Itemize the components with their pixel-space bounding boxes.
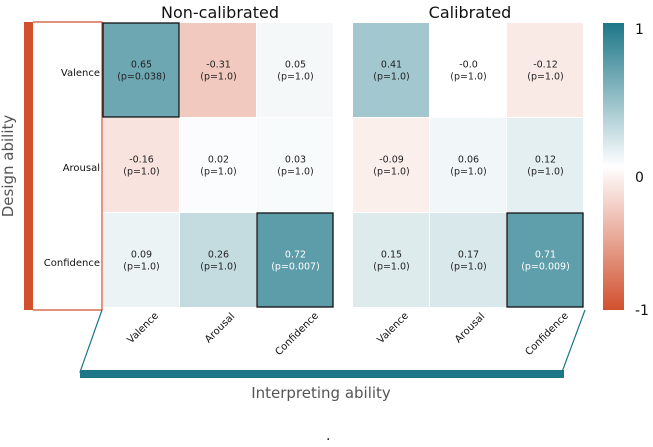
cell-p1-confidence-confidence-value: 0.72 xyxy=(285,250,306,261)
panel-title-calibrated: Calibrated xyxy=(429,3,512,22)
cell-p1-valence-confidence xyxy=(257,23,333,117)
cell-p1-valence-confidence-pvalue: (p=1.0) xyxy=(277,72,314,83)
cell-p1-confidence-confidence-pvalue: (p=0.007) xyxy=(271,262,320,273)
col-label-arousal-1: Arousal xyxy=(203,311,237,345)
cell-p2-confidence-confidence-pvalue: (p=0.009) xyxy=(521,262,570,273)
cell-p1-confidence-valence xyxy=(103,213,179,307)
cell-p2-arousal-confidence xyxy=(507,118,583,212)
cell-p2-arousal-arousal-pvalue: (p=1.0) xyxy=(450,167,487,178)
cell-p2-arousal-confidence-pvalue: (p=1.0) xyxy=(527,167,564,178)
cell-p2-arousal-valence-value: -0.09 xyxy=(379,155,404,166)
colorbar-tick-mid: 0 xyxy=(635,170,644,186)
col-label-arousal-2: Arousal xyxy=(453,311,487,345)
cell-p2-arousal-valence-pvalue: (p=1.0) xyxy=(373,167,410,178)
cell-p2-valence-arousal-pvalue: (p=1.0) xyxy=(450,72,487,83)
row-axis-title: Design ability xyxy=(0,115,17,218)
row-axis-bracket xyxy=(33,21,103,311)
cell-p1-arousal-valence-value: -0.16 xyxy=(129,155,154,166)
cell-p1-arousal-valence-pvalue: (p=1.0) xyxy=(123,167,160,178)
cell-p1-valence-confidence-value: 0.05 xyxy=(285,60,306,71)
cell-p2-valence-arousal-value: -0.0 xyxy=(459,60,478,71)
cell-p1-valence-valence-value: 0.65 xyxy=(131,60,152,71)
cell-p2-valence-valence-value: 0.41 xyxy=(381,60,402,71)
cell-p2-valence-valence xyxy=(353,23,429,117)
footer-mark: . xyxy=(326,428,330,444)
cell-p1-valence-valence-pvalue: (p=0.038) xyxy=(117,72,166,83)
cell-p2-valence-valence-pvalue: (p=1.0) xyxy=(373,72,410,83)
cell-p1-arousal-confidence-pvalue: (p=1.0) xyxy=(277,167,314,178)
cell-p2-confidence-confidence xyxy=(506,212,584,308)
colorbar-tick-top: 1 xyxy=(635,22,644,38)
cell-p2-valence-arousal xyxy=(430,23,506,117)
col-label-valence-2: Valence xyxy=(376,311,411,346)
cell-p1-arousal-valence xyxy=(103,118,179,212)
colorbar-tick-bottom: -1 xyxy=(635,303,649,319)
cell-p1-valence-arousal-value: -0.31 xyxy=(206,60,231,71)
cell-p1-confidence-arousal xyxy=(180,213,256,307)
cell-p2-arousal-arousal xyxy=(430,118,506,212)
cell-p1-confidence-valence-value: 0.09 xyxy=(131,250,152,261)
cell-p1-arousal-confidence xyxy=(257,118,333,212)
cell-p1-arousal-arousal-pvalue: (p=1.0) xyxy=(200,167,237,178)
heatmap-cells: 0.65(p=0.038)-0.31(p=1.0)0.05(p=1.0)-0.1… xyxy=(102,22,584,308)
cell-p2-valence-confidence xyxy=(507,23,583,117)
cell-p2-confidence-confidence-value: 0.71 xyxy=(535,250,556,261)
col-label-valence-1: Valence xyxy=(126,311,161,346)
col-axis-bar xyxy=(80,370,564,378)
cell-p2-confidence-valence xyxy=(353,213,429,307)
cell-p1-arousal-arousal xyxy=(180,118,256,212)
cell-p1-valence-arousal-pvalue: (p=1.0) xyxy=(200,72,237,83)
cell-p2-arousal-arousal-value: 0.06 xyxy=(458,155,479,166)
col-label-confidence-2: Confidence xyxy=(523,310,571,358)
col-label-confidence-1: Confidence xyxy=(273,310,321,358)
cell-p2-arousal-confidence-value: 0.12 xyxy=(535,155,556,166)
cell-p2-valence-confidence-pvalue: (p=1.0) xyxy=(527,72,564,83)
colorbar xyxy=(603,23,624,310)
row-label-valence: Valence xyxy=(61,68,100,79)
cell-p2-confidence-arousal-value: 0.17 xyxy=(458,250,479,261)
cell-p2-confidence-valence-pvalue: (p=1.0) xyxy=(373,262,410,273)
cell-p1-confidence-arousal-value: 0.26 xyxy=(208,250,229,261)
cell-p1-arousal-confidence-value: 0.03 xyxy=(285,155,306,166)
row-axis-bar xyxy=(24,22,33,310)
cell-p2-arousal-valence xyxy=(353,118,429,212)
cell-p1-arousal-arousal-value: 0.02 xyxy=(208,155,229,166)
cell-p1-valence-arousal xyxy=(180,23,256,117)
cell-p1-confidence-arousal-pvalue: (p=1.0) xyxy=(200,262,237,273)
cell-p1-valence-valence xyxy=(102,22,180,118)
cell-p2-confidence-valence-value: 0.15 xyxy=(381,250,402,261)
cell-p1-confidence-confidence xyxy=(256,212,334,308)
col-axis-title: Interpreting ability xyxy=(251,384,391,402)
panel-title-non-calibrated: Non-calibrated xyxy=(161,3,279,22)
cell-p2-confidence-arousal-pvalue: (p=1.0) xyxy=(450,262,487,273)
row-label-confidence: Confidence xyxy=(44,258,100,269)
row-label-arousal: Arousal xyxy=(63,163,100,174)
cell-p1-confidence-valence-pvalue: (p=1.0) xyxy=(123,262,160,273)
cell-p2-confidence-arousal xyxy=(430,213,506,307)
cell-p2-valence-confidence-value: -0.12 xyxy=(533,60,558,71)
